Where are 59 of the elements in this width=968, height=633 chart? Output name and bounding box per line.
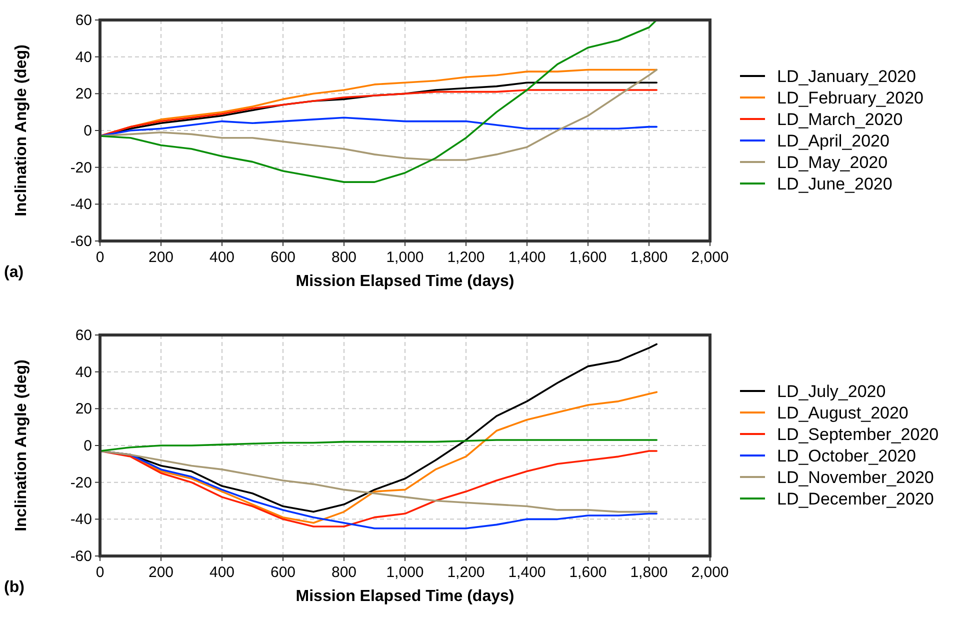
x-tick-label: 1,200 <box>447 249 485 266</box>
y-tick-label: -20 <box>70 159 92 176</box>
y-tick-label: 60 <box>75 12 92 29</box>
legend-label: LD_May_2020 <box>777 153 888 172</box>
x-tick-label: 600 <box>270 249 296 266</box>
x-tick-label: 1,800 <box>630 249 668 266</box>
x-tick-label: 0 <box>96 564 104 581</box>
y-tick-label: -40 <box>70 196 92 214</box>
y-tick-label: -60 <box>70 233 92 250</box>
legend-label: LD_August_2020 <box>777 404 908 422</box>
y-tick-label: -60 <box>70 548 92 565</box>
line-series <box>99 450 658 513</box>
x-tick-label: 400 <box>209 564 235 581</box>
legend-label: LD_January_2020 <box>777 67 916 86</box>
x-tick-label: 1,600 <box>569 564 607 581</box>
y-tick-label: 40 <box>75 364 92 381</box>
y-tick-label: 0 <box>84 438 92 454</box>
line-series <box>99 116 658 137</box>
y-tick-label: 20 <box>75 86 92 103</box>
x-tick-label: 0 <box>96 249 104 266</box>
x-tick-label: 2,000 <box>691 249 729 266</box>
x-tick-label: 1,000 <box>386 249 424 266</box>
x-axis-title: Mission Elapsed Time (days) <box>296 588 514 605</box>
x-tick-label: 2,000 <box>691 564 729 581</box>
y-tick-label: 40 <box>75 48 92 66</box>
text: (a) <box>4 264 24 281</box>
legend-label: LD_February_2020 <box>777 88 924 108</box>
y-axis-title: Inclination Angle (deg) <box>13 360 30 532</box>
x-tick-label: 200 <box>148 249 174 266</box>
y-tick-label: 20 <box>75 400 92 418</box>
x-tick-label: 400 <box>209 249 235 266</box>
x-tick-label: 1,400 <box>508 249 546 266</box>
line-series <box>99 19 658 183</box>
line-series <box>99 439 658 452</box>
x-tick-label: 1,200 <box>447 564 485 581</box>
x-tick-label: 600 <box>270 564 296 581</box>
y-tick-label: 60 <box>75 327 92 344</box>
x-tick-label: 800 <box>331 564 357 581</box>
line-series <box>99 68 658 161</box>
y-axis-title: Inclination Angle (deg) <box>13 44 30 216</box>
y-tick-label: -20 <box>70 474 92 492</box>
x-tick-label: 200 <box>148 564 174 581</box>
x-tick-label: 1,000 <box>386 564 424 581</box>
x-tick-label: 1,400 <box>508 564 546 581</box>
legend-label: LD_December_2020 <box>777 490 934 508</box>
x-axis-title: Mission Elapsed Time (days) <box>296 273 514 290</box>
y-tick-label: -40 <box>70 511 92 528</box>
legend-label: LD_November_2020 <box>777 468 934 487</box>
x-tick-label: 800 <box>331 249 357 266</box>
legend-label: LD_March_2020 <box>777 110 903 129</box>
x-tick-label: 1,800 <box>630 564 668 581</box>
x-tick-label: 1,600 <box>569 249 607 266</box>
legend-label: LD_October_2020 <box>777 446 916 466</box>
legend-label: LD_April_2020 <box>777 132 890 150</box>
y-tick-label: 0 <box>84 122 92 140</box>
legend-label: LD_June_2020 <box>777 174 892 194</box>
legend-label: LD_September_2020 <box>777 425 939 444</box>
text: (b) <box>4 579 24 596</box>
legend-label: LD_July_2020 <box>777 382 886 401</box>
